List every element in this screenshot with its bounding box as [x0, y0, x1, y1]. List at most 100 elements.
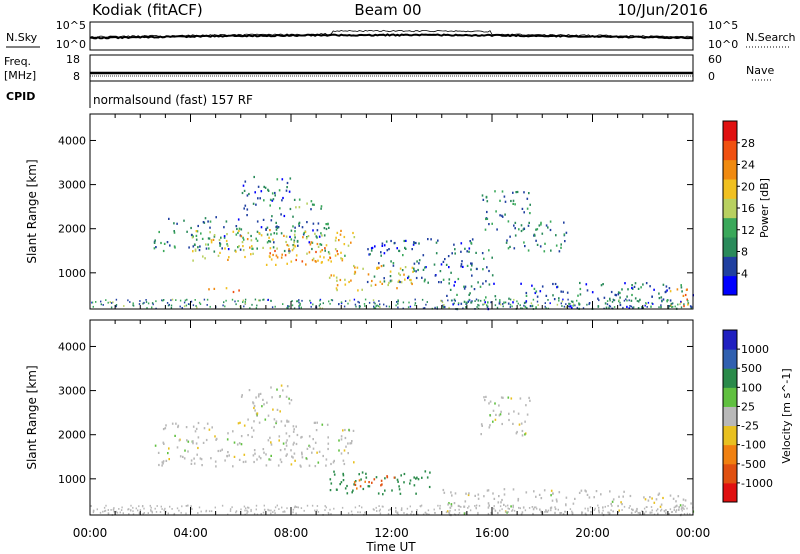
velocity-cell	[113, 507, 115, 509]
power-cell	[315, 250, 317, 254]
power-cell	[522, 228, 525, 231]
power-cell	[194, 243, 196, 246]
velocity-cell	[386, 476, 389, 479]
power-cell	[309, 243, 312, 246]
velocity-cell	[309, 445, 311, 448]
power-cell	[349, 299, 351, 302]
velocity-cell	[403, 472, 406, 476]
velocity-cell	[312, 447, 315, 450]
power-cell	[100, 300, 102, 303]
power-cell	[200, 232, 202, 235]
power-cell	[335, 276, 338, 279]
power-cell	[390, 239, 392, 243]
velocity-cell	[333, 507, 335, 510]
velocity-cell	[361, 506, 363, 509]
velocity-cell	[373, 508, 375, 511]
power-cell	[250, 234, 252, 238]
power-cell	[305, 263, 307, 266]
power-cell	[255, 307, 258, 309]
velocity-cell	[367, 485, 370, 488]
power-cell	[209, 226, 211, 229]
freq-tick-top: 18	[66, 53, 80, 66]
colorbar-tick-label: 500	[741, 362, 762, 375]
power-cell	[468, 293, 470, 296]
velocity-cell	[493, 505, 495, 507]
velocity-cell	[639, 512, 641, 515]
power-cell	[287, 305, 289, 307]
power-cell	[383, 277, 385, 280]
power-cell	[535, 306, 537, 309]
power-cell	[442, 260, 445, 263]
power-cell	[493, 282, 495, 285]
power-cell	[513, 224, 515, 227]
power-cell	[512, 191, 514, 194]
velocity-cell	[210, 457, 212, 460]
velocity-cell	[346, 484, 348, 488]
power-cell	[621, 288, 623, 291]
velocity-cell	[564, 510, 566, 513]
velocity-cell	[262, 511, 265, 514]
nave-tick-bottom: 0	[708, 70, 715, 83]
velocity-cell	[458, 508, 460, 511]
velocity-cell	[240, 435, 243, 438]
velocity-cell	[520, 422, 523, 425]
velocity-cell	[200, 458, 203, 461]
power-cell	[198, 301, 201, 304]
freq-panel: Freq. [MHz] 18 8 60 0 Nave	[4, 53, 774, 83]
velocity-cell	[164, 427, 167, 430]
velocity-cell	[107, 512, 110, 515]
velocity-cell	[352, 429, 355, 432]
noise-right-label: N.Search	[746, 31, 796, 44]
velocity-cell	[647, 499, 650, 502]
power-cell	[269, 252, 271, 255]
power-cell	[449, 288, 452, 291]
velocity-cell	[682, 504, 684, 507]
velocity-cell	[416, 476, 418, 479]
velocity-cell	[254, 452, 256, 455]
power-cell	[421, 298, 424, 301]
velocity-cell	[211, 426, 213, 429]
power-cell	[327, 251, 330, 254]
power-cell	[197, 246, 199, 249]
power-cell	[293, 241, 295, 244]
power-cell	[352, 231, 354, 235]
power-cell	[334, 239, 337, 242]
power-cell	[403, 239, 406, 243]
power-cell	[310, 305, 312, 308]
velocity-cell	[243, 505, 246, 508]
power-cell	[293, 198, 296, 201]
velocity-cell	[522, 506, 525, 509]
velocity-cell	[593, 509, 596, 511]
velocity-cell	[396, 478, 399, 481]
power-cell	[604, 302, 607, 305]
power-cell	[460, 265, 462, 268]
velocity-cell	[168, 458, 170, 461]
power-cell	[513, 298, 515, 301]
velocity-cell	[197, 436, 200, 439]
power-cell	[282, 196, 284, 200]
colorbar-swatch	[723, 217, 737, 238]
power-cell	[415, 276, 418, 280]
velocity-cell	[681, 506, 683, 509]
velocity-cell	[269, 436, 271, 439]
power-cell	[474, 300, 476, 302]
power-cell	[486, 217, 489, 220]
velocity-cell	[356, 487, 358, 490]
power-cell	[563, 221, 565, 224]
power-cell	[570, 300, 573, 303]
power-cell	[256, 247, 258, 250]
power-cell	[611, 301, 614, 303]
velocity-cell	[651, 497, 653, 500]
power-cell	[297, 300, 299, 303]
velocity-cell	[519, 397, 522, 400]
power-cell	[209, 305, 211, 308]
power-cell	[110, 306, 113, 309]
velocity-cell	[274, 506, 277, 509]
power-cell	[389, 280, 392, 283]
power-cell	[527, 249, 530, 252]
velocity-cell	[276, 408, 279, 411]
velocity-cell	[584, 489, 586, 492]
power-cell	[552, 282, 554, 286]
power-cell	[259, 197, 261, 200]
power-cell	[329, 256, 332, 260]
